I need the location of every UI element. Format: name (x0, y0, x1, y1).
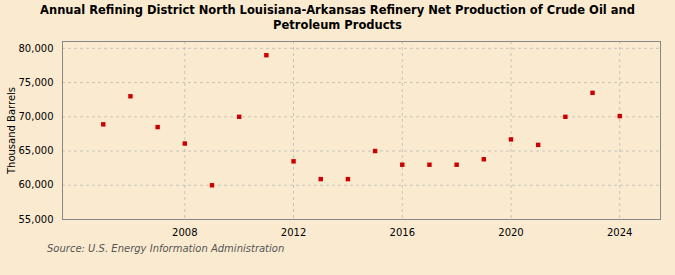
svg-text:Thousand Barrels: Thousand Barrels (6, 87, 17, 175)
svg-text:2012: 2012 (281, 226, 306, 237)
html-text:Source: U.S. Energy Informatio: Source: U.S. Energy Information Administ… (47, 242, 285, 254)
svg-text:65,000: 65,000 (19, 145, 54, 156)
svg-text:2024: 2024 (607, 226, 632, 237)
html-text:Annual Refining District North: Annual Refining District North Louisiana… (40, 3, 635, 32)
svg-text:2020: 2020 (498, 226, 523, 237)
svg-text:70,000: 70,000 (19, 111, 54, 122)
svg-text:80,000: 80,000 (19, 42, 54, 53)
svg-text:75,000: 75,000 (19, 77, 54, 88)
svg-text:55,000: 55,000 (19, 214, 54, 225)
svg-text:2016: 2016 (390, 226, 415, 237)
svg-text:60,000: 60,000 (19, 179, 54, 190)
svg-text:2008: 2008 (172, 226, 197, 237)
